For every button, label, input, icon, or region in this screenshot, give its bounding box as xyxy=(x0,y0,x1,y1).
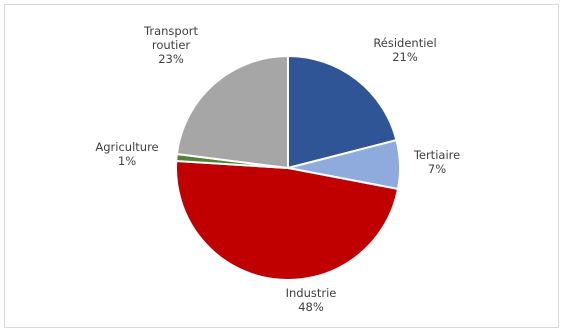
data-label-value: 7% xyxy=(428,162,446,176)
data-label-tertiaire: Tertiaire 7% xyxy=(413,148,460,176)
data-label-category: Industrie xyxy=(286,286,337,300)
pie-chart: Résidentiel 21% Tertiaire 7% Industrie 48% Agr… xyxy=(95,24,460,314)
data-label-category: Agriculture xyxy=(95,140,158,154)
data-label-transport-routier: Transport routier 23% xyxy=(143,24,198,66)
data-label-industrie: Industrie 48% xyxy=(286,286,337,314)
pie-labels: Résidentiel 21% Tertiaire 7% Industrie 48% Agr… xyxy=(95,24,460,314)
pie-slice-r-sidentiel xyxy=(287,54,398,170)
data-label-r-sidentiel: Résidentiel 21% xyxy=(373,36,436,64)
data-label-agriculture: Agriculture 1% xyxy=(95,140,158,168)
pie-slices xyxy=(175,54,401,282)
data-label-category: Tertiaire xyxy=(413,148,460,162)
data-label-value: 21% xyxy=(392,50,418,64)
chart-frame: Résidentiel 21% Tertiaire 7% Industrie 48% Agr… xyxy=(4,4,559,328)
data-label-value: 1% xyxy=(118,154,136,168)
pie-slice-industrie xyxy=(175,159,400,282)
data-label-category: Transport xyxy=(143,24,198,38)
data-label-value: 48% xyxy=(298,300,324,314)
data-label-category: routier xyxy=(152,38,191,52)
data-label-category: Résidentiel xyxy=(373,36,436,50)
pie-slice-transport-routier xyxy=(175,54,289,170)
data-label-value: 23% xyxy=(158,52,184,66)
